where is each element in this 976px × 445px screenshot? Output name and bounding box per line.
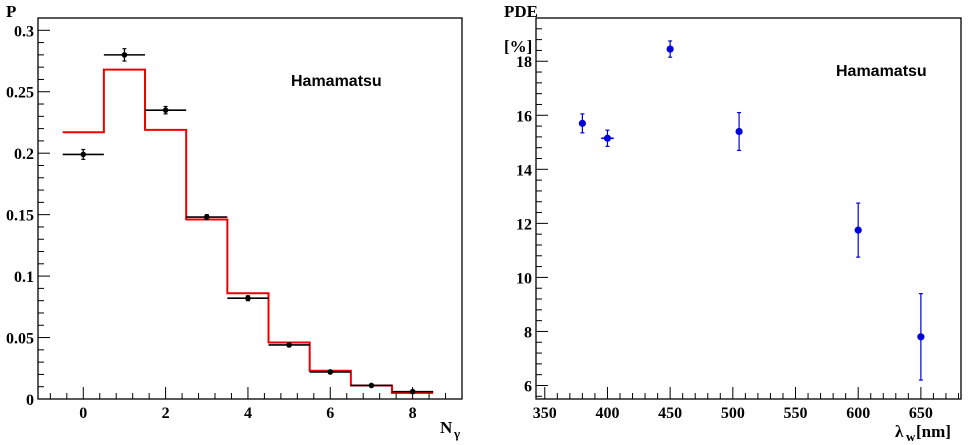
right-plot-frame (535, 17, 962, 400)
left-x-tick-label: 4 (244, 405, 252, 422)
left-y-tick-label: 0.25 (6, 85, 34, 102)
right-marker (578, 119, 586, 127)
right-y-tick-label: 12 (516, 216, 532, 233)
left-panel: P N γ Hamamatsu 0 2 4 6 8 0 0.05 0.1 0.15 0.2 0.25… (6, 2, 463, 441)
right-x-tick-label: 550 (784, 405, 808, 422)
left-marker (368, 382, 375, 389)
left-data-point (186, 214, 228, 221)
left-x-tick-label: 0 (79, 405, 87, 422)
left-data-points (62, 48, 434, 395)
right-x-axis-label: λ (895, 422, 904, 441)
right-data-points (578, 40, 925, 381)
left-data-point (392, 388, 434, 395)
left-x-tick-label: 6 (326, 405, 334, 422)
right-data-point (854, 202, 862, 258)
left-y-tick-label: 0.05 (6, 331, 34, 348)
left-x-tick-label: 8 (409, 405, 417, 422)
left-data-point (309, 369, 351, 375)
right-y-tick-label: 10 (516, 270, 532, 287)
right-y-tick-label: 14 (516, 162, 532, 179)
left-data-point (350, 382, 393, 389)
left-marker (162, 107, 169, 113)
right-y-tick-label: 18 (516, 54, 532, 71)
right-x-tick-label: 500 (721, 405, 745, 422)
left-marker (245, 295, 251, 302)
right-axis-ticks: 350 400 450 500 550 600 650 6 8 10 12 14 16 18 (516, 17, 959, 422)
left-axis-ticks: 0 2 4 6 8 0 0.05 0.1 0.15 0.2 0.25 0.3 (6, 17, 463, 422)
left-data-point (227, 295, 269, 302)
right-data-point (601, 129, 614, 147)
right-marker (735, 127, 743, 136)
left-x-tick-label: 2 (162, 405, 170, 422)
left-marker (409, 388, 416, 395)
right-x-tick-label: 650 (909, 405, 933, 422)
right-annotation: Hamamatsu (836, 63, 927, 80)
right-panel: PDE [%] λ w [nm] Hamamatsu 350 400 450 500 5… (504, 2, 962, 444)
left-fit-line (62, 68, 434, 394)
right-marker (603, 134, 612, 142)
left-plot-frame (37, 17, 463, 400)
right-y-tick-label: 6 (524, 378, 532, 395)
right-data-point (735, 111, 743, 152)
left-marker (203, 214, 210, 220)
right-y-axis-label: PDE (504, 2, 538, 21)
right-marker (917, 333, 925, 341)
right-marker (666, 45, 674, 53)
left-marker (327, 369, 334, 375)
left-marker (121, 52, 128, 58)
left-data-point (103, 48, 146, 62)
left-y-tick-label: 0.15 (6, 208, 34, 225)
left-y-tick-label: 0.2 (14, 146, 34, 163)
right-x-axis-label-unit: [nm] (916, 422, 951, 441)
right-x-tick-label: 450 (658, 405, 682, 422)
right-y-tick-label: 8 (524, 324, 532, 341)
right-data-point (666, 40, 674, 58)
left-marker (80, 151, 87, 158)
right-x-axis-label-sub: w (906, 429, 916, 444)
right-x-tick-label: 600 (846, 405, 870, 422)
left-y-tick-label: 0.3 (14, 23, 34, 40)
right-data-point (578, 113, 586, 134)
left-data-point (145, 105, 187, 115)
right-data-point (917, 293, 925, 381)
right-marker (854, 226, 862, 234)
left-y-tick-label: 0.1 (14, 269, 34, 286)
left-marker (286, 342, 292, 348)
left-fit-curve (62, 68, 434, 394)
left-x-axis-label: N (440, 418, 453, 437)
right-y-tick-label: 16 (516, 108, 532, 125)
left-y-axis-label: P (6, 2, 16, 21)
left-y-tick-label: 0 (26, 392, 34, 409)
right-x-tick-label: 400 (595, 405, 619, 422)
left-x-axis-label-sub: γ (453, 426, 460, 441)
left-data-point (62, 148, 104, 160)
left-annotation: Hamamatsu (291, 73, 382, 90)
right-x-tick-label: 350 (533, 405, 557, 422)
right-y-axis-label-unit: [%] (504, 37, 532, 56)
left-data-point (268, 342, 310, 348)
